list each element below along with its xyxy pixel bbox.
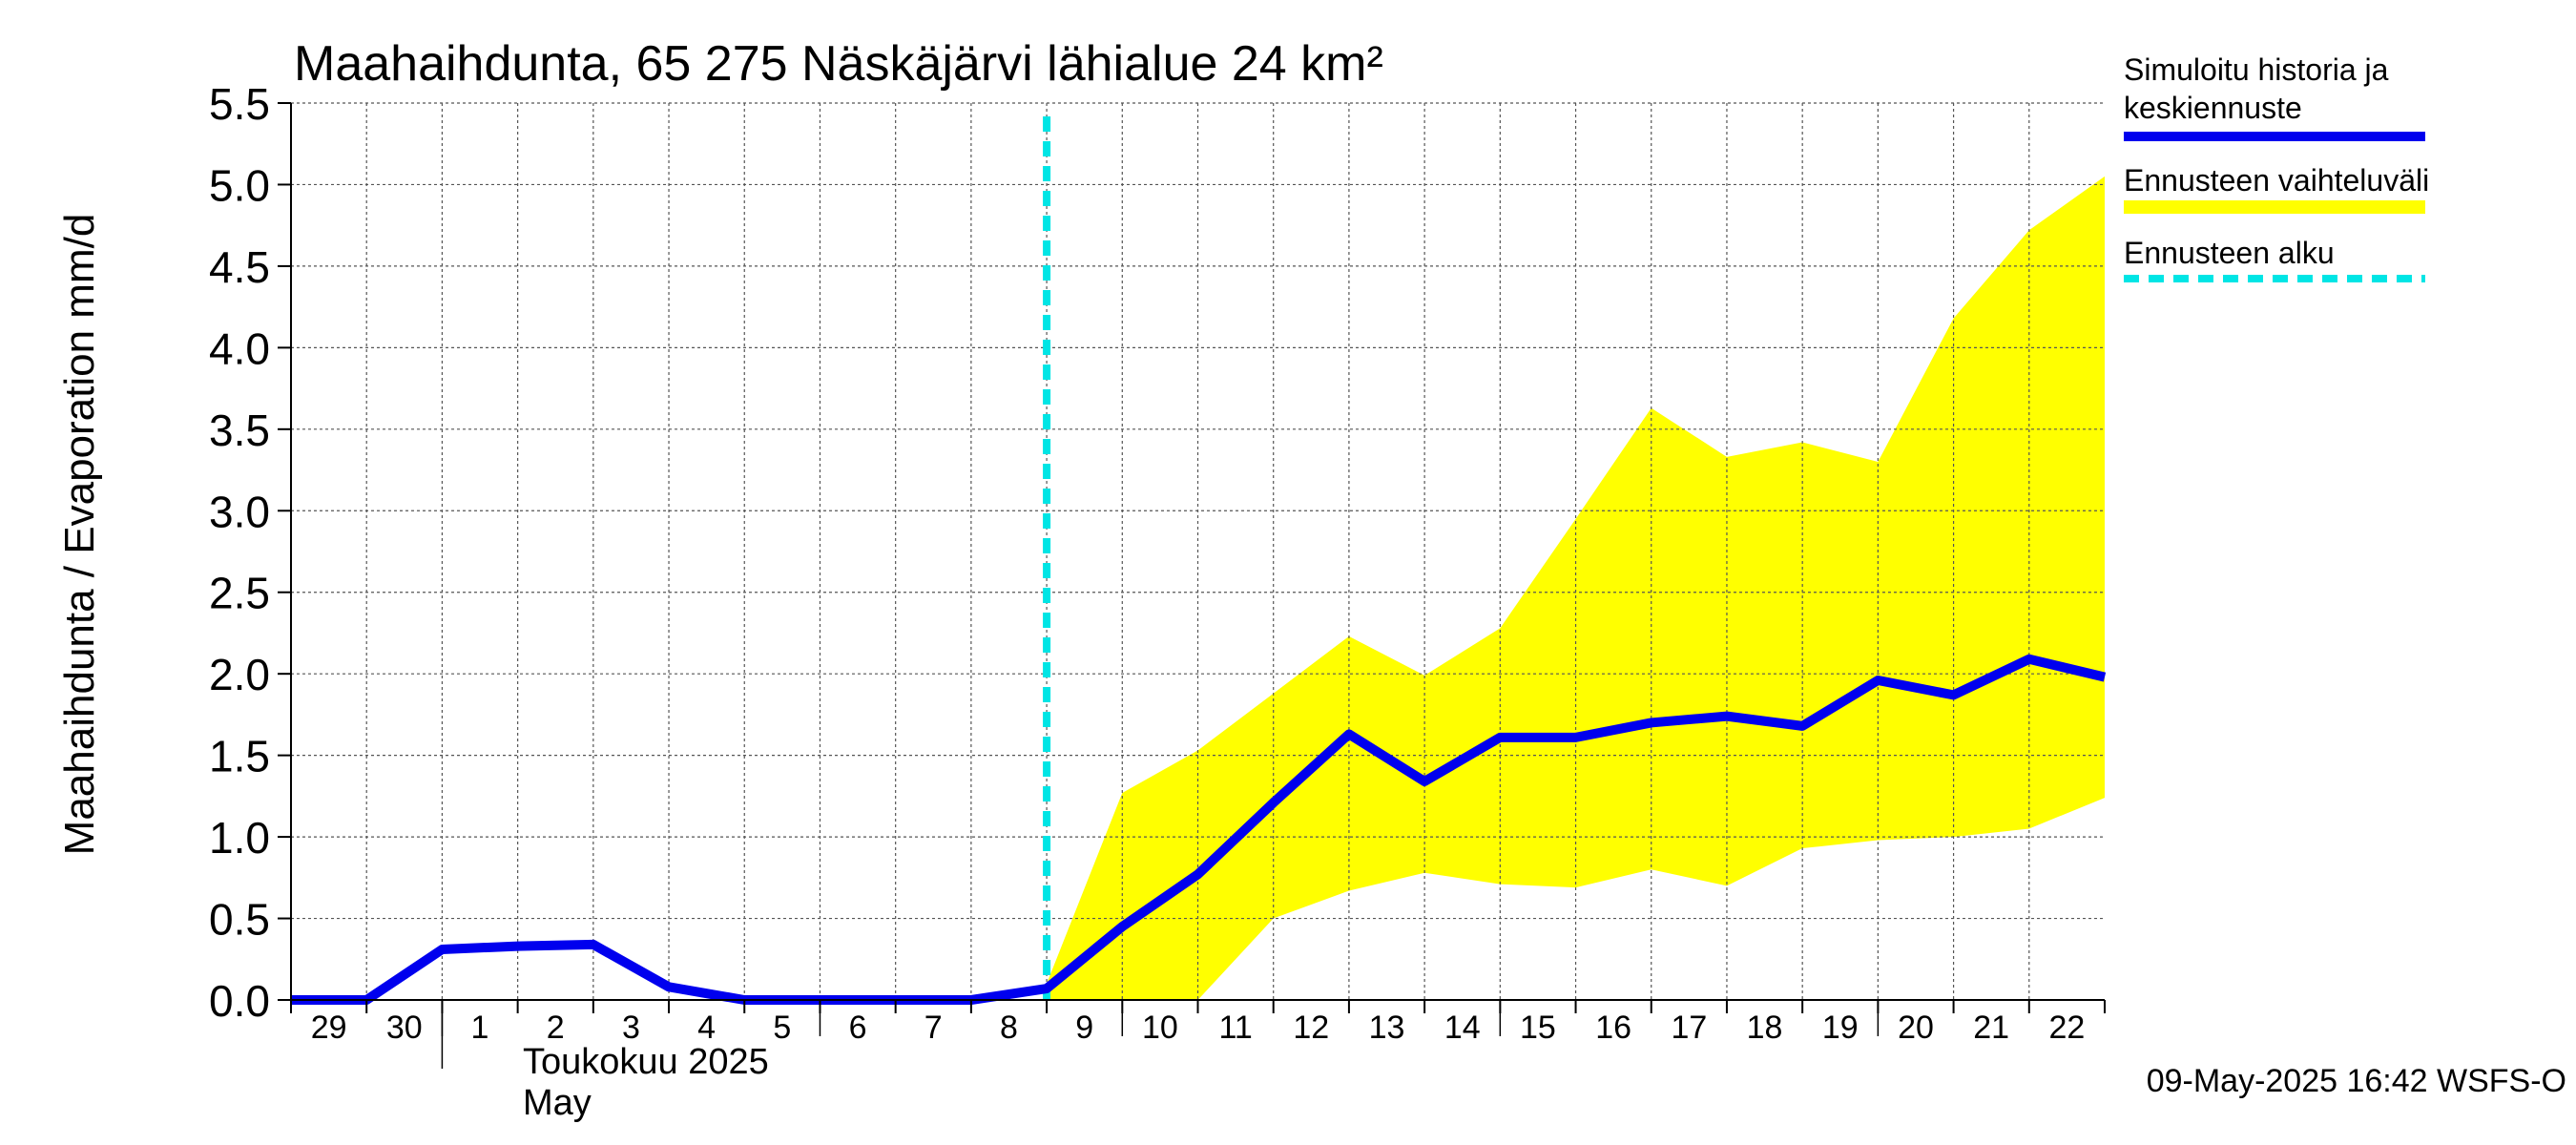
x-tick-label: 3 [622,1010,640,1046]
x-tick-label: 14 [1444,1010,1481,1046]
y-tick-label: 2.5 [209,569,270,618]
month-label-fi: Toukokuu 2025 [523,1042,769,1082]
y-axis-label: Maahaihdunta / Evaporation mm/d [56,214,103,856]
forecast-range-band-layer [1047,176,2105,1001]
footer-timestamp: 09-May-2025 16:42 WSFS-O [2147,1063,2566,1099]
y-tick-label: 3.0 [209,487,270,536]
x-tick-label: 5 [773,1010,791,1046]
y-tick-label: 3.5 [209,406,270,455]
x-tick-label: 2 [547,1010,565,1046]
y-tick-label: 1.5 [209,732,270,781]
forecast-range-band [1047,176,2105,1001]
y-tick-label: 0.0 [209,976,270,1026]
series-layer [291,654,2107,1005]
y-tick-label: 5.0 [209,160,270,210]
x-tick-label: 15 [1520,1010,1556,1046]
y-tick-label: 4.5 [209,242,270,292]
chart-title: Maahaihdunta, 65 275 Näskäjärvi lähialue… [294,36,1383,92]
month-label-en: May [523,1083,592,1123]
x-tick-label: 1 [471,1010,489,1046]
x-tick-label: 19 [1822,1010,1859,1046]
axis-layer: 0.00.51.01.52.02.53.03.54.04.55.05.529 30… [209,79,2106,1069]
x-tick-label: 20 [1898,1010,1934,1046]
legend-label-forecast-start: Ennusteen alku [2124,236,2335,270]
y-tick-label: 4.0 [209,323,270,373]
y-tick-label: 5.5 [209,79,270,129]
series-line-mean [291,654,2107,1005]
legend-label-series-line2: keskiennuste [2124,91,2302,125]
x-tick-label: 22 [2048,1010,2085,1046]
x-tick-label: 13 [1369,1010,1405,1046]
x-tick-label: 4 [697,1010,716,1046]
x-tick-label: 9 [1075,1010,1093,1046]
legend-label-band: Ennusteen vaihteluväli [2124,163,2429,198]
x-tick-label: 16 [1595,1010,1631,1046]
x-tick-label: 8 [1000,1010,1018,1046]
x-tick-label: 29 [311,1010,347,1046]
y-tick-label: 0.5 [209,895,270,945]
grid-layer [291,102,2105,1001]
x-tick-label: 30 [386,1010,423,1046]
x-tick-label: 18 [1747,1010,1783,1046]
legend-label-series-line1: Simuloitu historia ja [2124,52,2389,87]
x-tick-label: 10 [1142,1010,1178,1046]
x-tick-label: 21 [1973,1010,2009,1046]
legend: Simuloitu historia ja keskiennuste Ennus… [2124,52,2429,282]
y-tick-label: 2.0 [209,650,270,699]
x-tick-label: 6 [849,1010,867,1046]
x-tick-label: 11 [1218,1010,1252,1046]
x-tick-label: 7 [924,1010,943,1046]
x-tick-label: 17 [1671,1010,1707,1046]
y-tick-label: 1.0 [209,813,270,863]
x-tick-label: 12 [1293,1010,1329,1046]
